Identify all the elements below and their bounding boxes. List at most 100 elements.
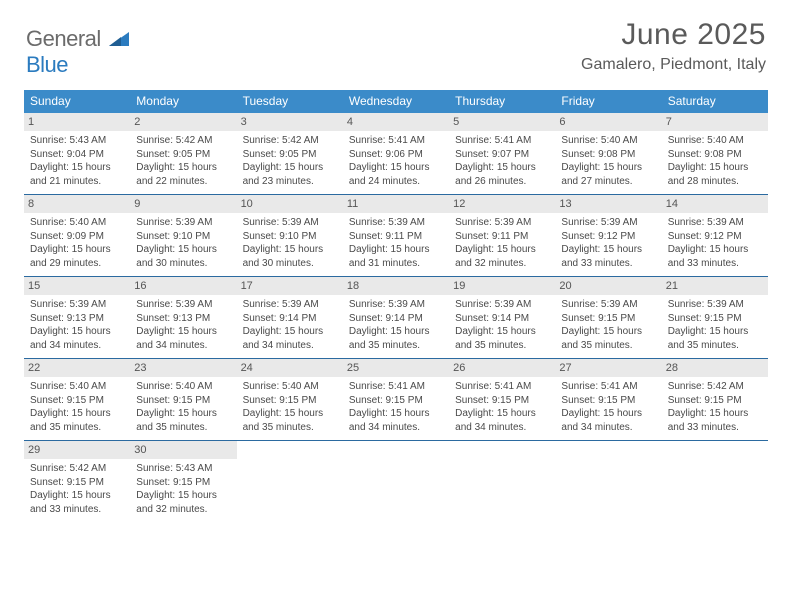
sunset-line: Sunset: 9:15 PM: [136, 477, 210, 488]
calendar-cell: 9Sunrise: 5:39 AMSunset: 9:10 PMDaylight…: [130, 195, 236, 276]
day-number: 23: [130, 359, 236, 377]
daylight-line: Daylight: 15 hours and 28 minutes.: [668, 162, 749, 187]
weekday-header: Tuesday: [237, 90, 343, 113]
brand-logo: General Blue: [26, 18, 129, 78]
day-number: 24: [237, 359, 343, 377]
calendar-cell: [343, 441, 449, 522]
day-info: Sunrise: 5:39 AMSunset: 9:12 PMDaylight:…: [666, 216, 764, 270]
sunrise-line: Sunrise: 5:39 AM: [349, 217, 425, 228]
calendar-cell: 23Sunrise: 5:40 AMSunset: 9:15 PMDayligh…: [130, 359, 236, 440]
sunset-line: Sunset: 9:06 PM: [349, 149, 423, 160]
calendar-cell: 14 Sunrise: 5:39 AMSunset: 9:12 PMDayligh…: [662, 195, 768, 276]
weekday-header: Friday: [555, 90, 661, 113]
calendar-cell: 5Sunrise: 5:41 AMSunset: 9:07 PMDaylight…: [449, 113, 555, 194]
calendar-week-row: 22Sunrise: 5:40 AMSunset: 9:15 PMDayligh…: [24, 359, 768, 441]
sunrise-line: Sunrise: 5:39 AM: [136, 217, 212, 228]
sunrise-line: Sunrise: 5:39 AM: [349, 299, 425, 310]
day-number: 7: [662, 113, 768, 131]
daylight-line: Daylight: 15 hours and 33 minutes.: [668, 244, 749, 269]
day-number-empty: [449, 441, 555, 459]
day-number: 21: [662, 277, 768, 295]
calendar-cell: 2Sunrise: 5:42 AMSunset: 9:05 PMDaylight…: [130, 113, 236, 194]
calendar-grid: Sunday Monday Tuesday Wednesday Thursday…: [24, 90, 768, 522]
sunset-line: Sunset: 9:08 PM: [561, 149, 635, 160]
sunset-line: Sunset: 9:05 PM: [136, 149, 210, 160]
day-info: Sunrise: 5:39 AMSunset: 9:11 PMDaylight:…: [453, 216, 551, 270]
daylight-line: Daylight: 15 hours and 35 minutes.: [668, 326, 749, 351]
day-info: Sunrise: 5:43 AMSunset: 9:15 PMDaylight:…: [134, 462, 232, 516]
day-number: 17: [237, 277, 343, 295]
location-text: Gamalero, Piedmont, Italy: [581, 56, 766, 74]
daylight-line: Daylight: 15 hours and 35 minutes.: [455, 326, 536, 351]
weekday-header-row: Sunday Monday Tuesday Wednesday Thursday…: [24, 90, 768, 113]
daylight-line: Daylight: 15 hours and 30 minutes.: [136, 244, 217, 269]
logo-text-general: General: [26, 26, 101, 51]
calendar-cell: 19Sunrise: 5:39 AMSunset: 9:14 PMDayligh…: [449, 277, 555, 358]
sunset-line: Sunset: 9:15 PM: [668, 395, 742, 406]
month-title: June 2025: [581, 18, 766, 52]
daylight-line: Daylight: 15 hours and 30 minutes.: [243, 244, 324, 269]
day-info: Sunrise: 5:39 AMSunset: 9:10 PMDaylight:…: [134, 216, 232, 270]
sunrise-line: Sunrise: 5:39 AM: [455, 299, 531, 310]
day-info: Sunrise: 5:43 AMSunset: 9:04 PMDaylight:…: [28, 134, 126, 188]
calendar-cell: 12Sunrise: 5:39 AMSunset: 9:11 PMDayligh…: [449, 195, 555, 276]
sunrise-line: Sunrise: 5:43 AM: [136, 463, 212, 474]
sunset-line: Sunset: 9:09 PM: [30, 231, 104, 242]
day-number: 4: [343, 113, 449, 131]
day-info: Sunrise: 5:39 AMSunset: 9:13 PMDaylight:…: [28, 298, 126, 352]
sunrise-line: Sunrise: 5:41 AM: [561, 381, 637, 392]
calendar-cell: 1 Sunrise: 5:43 AMSunset: 9:04 PMDaylight…: [24, 113, 130, 194]
daylight-line: Daylight: 15 hours and 31 minutes.: [349, 244, 430, 269]
calendar-cell: 18Sunrise: 5:39 AMSunset: 9:14 PMDayligh…: [343, 277, 449, 358]
day-info: Sunrise: 5:40 AMSunset: 9:08 PMDaylight:…: [559, 134, 657, 188]
day-number: 1: [24, 113, 130, 131]
sunrise-line: Sunrise: 5:39 AM: [243, 217, 319, 228]
calendar-cell: 21 Sunrise: 5:39 AMSunset: 9:15 PMDayligh…: [662, 277, 768, 358]
sunrise-line: Sunrise: 5:39 AM: [455, 217, 531, 228]
sunset-line: Sunset: 9:14 PM: [349, 313, 423, 324]
daylight-line: Daylight: 15 hours and 35 minutes.: [561, 326, 642, 351]
weekday-header: Wednesday: [343, 90, 449, 113]
day-number: 29: [24, 441, 130, 459]
calendar-cell: 25Sunrise: 5:41 AMSunset: 9:15 PMDayligh…: [343, 359, 449, 440]
sunrise-line: Sunrise: 5:42 AM: [243, 135, 319, 146]
weekday-header: Thursday: [449, 90, 555, 113]
calendar-cell: 22 Sunrise: 5:40 AMSunset: 9:15 PMDayligh…: [24, 359, 130, 440]
daylight-line: Daylight: 15 hours and 34 minutes.: [243, 326, 324, 351]
calendar-week-row: 29Sunrise: 5:42 AMSunset: 9:15 PMDayligh…: [24, 441, 768, 522]
calendar-cell: 7Sunrise: 5:40 AMSunset: 9:08 PMDaylight…: [662, 113, 768, 194]
sunset-line: Sunset: 9:15 PM: [30, 395, 104, 406]
day-info: Sunrise: 5:39 AMSunset: 9:10 PMDaylight:…: [241, 216, 339, 270]
daylight-line: Daylight: 15 hours and 24 minutes.: [349, 162, 430, 187]
calendar-cell: 8Sunrise: 5:40 AMSunset: 9:09 PMDaylight…: [24, 195, 130, 276]
sunrise-line: Sunrise: 5:40 AM: [243, 381, 319, 392]
day-number: 14: [662, 195, 768, 213]
daylight-line: Daylight: 15 hours and 34 minutes.: [561, 408, 642, 433]
sunrise-line: Sunrise: 5:42 AM: [136, 135, 212, 146]
sunrise-line: Sunrise: 5:41 AM: [455, 381, 531, 392]
calendar-cell: 13Sunrise: 5:39 AMSunset: 9:12 PMDayligh…: [555, 195, 661, 276]
sunrise-line: Sunrise: 5:39 AM: [136, 299, 212, 310]
calendar-week-row: 15Sunrise: 5:39 AMSunset: 9:13 PMDayligh…: [24, 277, 768, 359]
sunset-line: Sunset: 9:05 PM: [243, 149, 317, 160]
sunset-line: Sunset: 9:13 PM: [136, 313, 210, 324]
sunrise-line: Sunrise: 5:42 AM: [668, 381, 744, 392]
calendar-cell: [555, 441, 661, 522]
day-number: 27: [555, 359, 661, 377]
day-info: Sunrise: 5:39 AMSunset: 9:15 PMDaylight:…: [666, 298, 764, 352]
calendar-cell: 15Sunrise: 5:39 AMSunset: 9:13 PMDayligh…: [24, 277, 130, 358]
daylight-line: Daylight: 15 hours and 35 minutes.: [243, 408, 324, 433]
sunset-line: Sunset: 9:08 PM: [668, 149, 742, 160]
logo-triangle-icon: [109, 32, 129, 46]
day-number: 22: [24, 359, 130, 377]
calendar-cell: 3Sunrise: 5:42 AMSunset: 9:05 PMDaylight…: [237, 113, 343, 194]
calendar-cell: 20Sunrise: 5:39 AMSunset: 9:15 PMDayligh…: [555, 277, 661, 358]
day-number: 8: [24, 195, 130, 213]
day-number: 16: [130, 277, 236, 295]
day-info: Sunrise: 5:40 AMSunset: 9:15 PMDaylight:…: [28, 380, 126, 434]
sunset-line: Sunset: 9:12 PM: [561, 231, 635, 242]
day-number-empty: [343, 441, 449, 459]
sunset-line: Sunset: 9:12 PM: [668, 231, 742, 242]
daylight-line: Daylight: 15 hours and 35 minutes.: [30, 408, 111, 433]
sunset-line: Sunset: 9:15 PM: [455, 395, 529, 406]
